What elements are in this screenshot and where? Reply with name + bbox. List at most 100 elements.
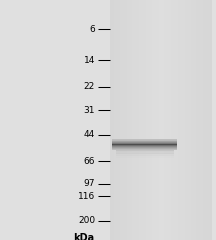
Bar (112, 148, 177, 149)
Bar (112, 142, 177, 143)
Bar (181, 0, 184, 240)
Bar (179, 0, 182, 240)
Bar (112, 145, 177, 146)
Bar (185, 0, 187, 240)
Bar (176, 0, 178, 240)
Bar (127, 0, 129, 240)
Bar (161, 0, 163, 240)
Bar (205, 0, 207, 240)
Text: 14: 14 (84, 56, 95, 65)
Bar (112, 140, 177, 141)
Bar (110, 0, 212, 240)
Bar (112, 147, 177, 148)
Text: 66: 66 (84, 157, 95, 166)
Bar (195, 0, 197, 240)
Bar (112, 148, 177, 149)
Bar (208, 0, 211, 240)
Text: 200: 200 (78, 216, 95, 225)
Text: 6: 6 (89, 25, 95, 34)
Bar (183, 0, 185, 240)
Bar (129, 0, 131, 240)
Bar (124, 0, 126, 240)
Bar (112, 146, 177, 147)
Bar (116, 150, 174, 151)
Bar (116, 156, 174, 157)
Bar (149, 0, 151, 240)
Bar (110, 0, 113, 240)
Text: 44: 44 (84, 130, 95, 139)
Bar (116, 152, 174, 153)
Bar (200, 0, 202, 240)
Bar (112, 142, 177, 143)
Bar (116, 150, 174, 151)
Bar (116, 157, 174, 158)
Bar (112, 144, 177, 145)
Bar (112, 144, 177, 145)
Bar (188, 0, 190, 240)
Bar (202, 0, 204, 240)
Text: 31: 31 (84, 106, 95, 115)
Bar (116, 157, 174, 158)
Bar (112, 147, 177, 148)
Bar (169, 0, 172, 240)
Bar (190, 0, 192, 240)
Bar (186, 0, 189, 240)
Bar (164, 0, 167, 240)
Text: 116: 116 (78, 192, 95, 201)
Bar (210, 0, 212, 240)
Bar (147, 0, 150, 240)
Bar (136, 0, 138, 240)
Bar (116, 154, 174, 155)
Bar (197, 0, 199, 240)
Bar (112, 145, 177, 146)
Bar (122, 0, 124, 240)
Bar (112, 141, 177, 142)
Bar (152, 0, 155, 240)
Bar (117, 0, 119, 240)
Bar (146, 0, 148, 240)
Bar (171, 0, 173, 240)
Bar (142, 0, 145, 240)
Bar (198, 0, 200, 240)
Bar (130, 0, 133, 240)
Bar (173, 0, 175, 240)
Bar (206, 0, 209, 240)
Bar (112, 149, 177, 150)
Bar (154, 0, 156, 240)
Bar (125, 0, 128, 240)
Bar (112, 0, 114, 240)
Bar (120, 0, 123, 240)
Bar (112, 140, 177, 141)
Bar (116, 151, 174, 152)
Bar (112, 139, 177, 140)
Bar (112, 139, 177, 140)
Bar (159, 0, 162, 240)
Bar (141, 0, 143, 240)
Bar (112, 143, 177, 144)
Bar (112, 149, 177, 150)
Bar (116, 155, 174, 156)
Bar (116, 153, 174, 154)
Bar (163, 0, 165, 240)
Bar (144, 0, 146, 240)
Bar (132, 0, 135, 240)
Bar (178, 0, 180, 240)
Bar (191, 0, 194, 240)
Bar (175, 0, 177, 240)
Bar (139, 0, 141, 240)
Bar (168, 0, 170, 240)
Bar (115, 0, 118, 240)
Bar (112, 141, 177, 142)
Text: 22: 22 (84, 82, 95, 91)
Bar (156, 0, 158, 240)
Bar (119, 0, 121, 240)
Bar (116, 153, 174, 154)
Bar (193, 0, 195, 240)
Bar (134, 0, 136, 240)
Bar (112, 146, 177, 147)
Bar (151, 0, 153, 240)
Text: 97: 97 (84, 179, 95, 188)
Bar (137, 0, 140, 240)
Bar (203, 0, 206, 240)
Bar (114, 0, 116, 240)
